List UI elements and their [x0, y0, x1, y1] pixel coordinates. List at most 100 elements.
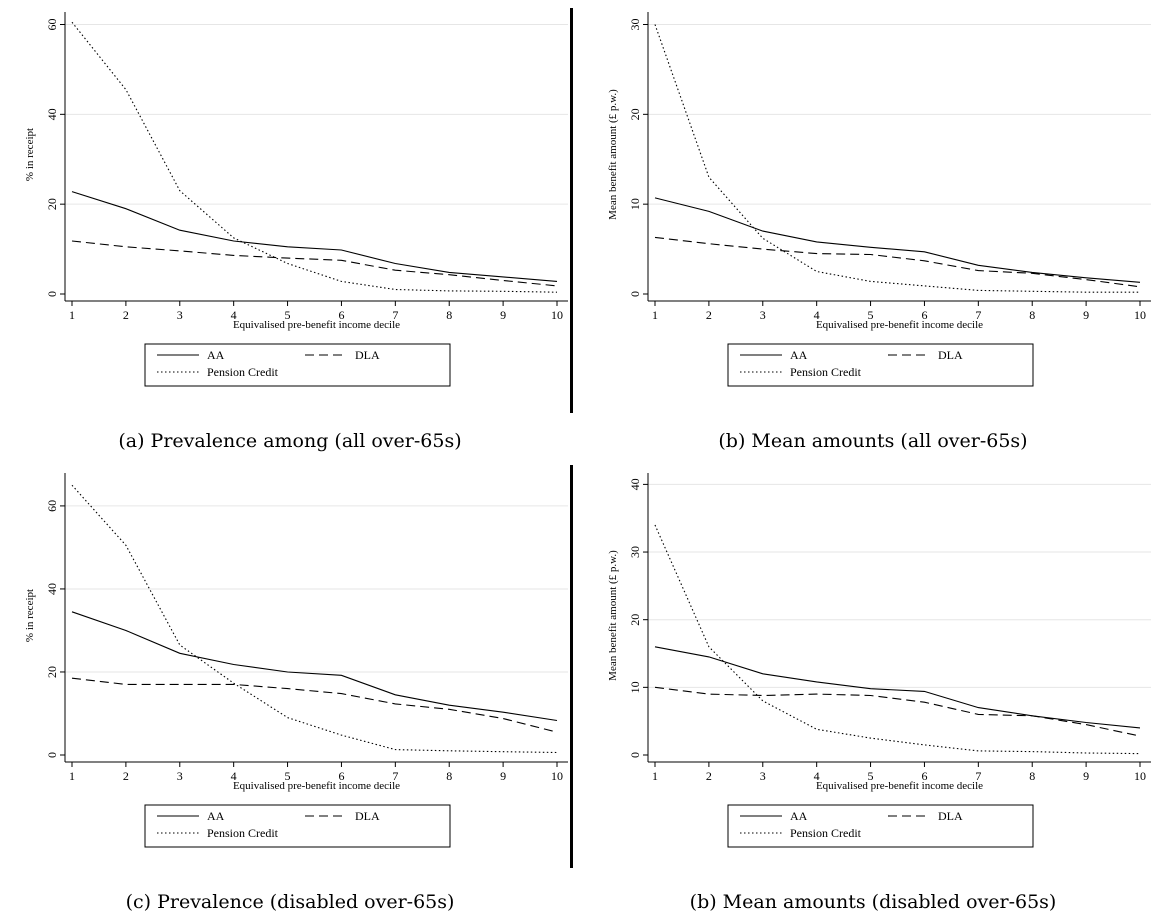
x-tick-label: 4 — [814, 308, 820, 322]
legend-label: Pension Credit — [207, 365, 279, 379]
chart-panel-a: 0 20 40 60 % in receipt 1 2 3 4 5 6 7 8 9 10 Equivalise… — [0, 0, 580, 461]
x-tick-label: 5 — [868, 308, 874, 322]
y-tick-label: 30 — [628, 546, 642, 558]
legend-label: Pension Credit — [790, 365, 862, 379]
x-tick-label: 9 — [500, 308, 506, 322]
chart-d-plot: 0 10 20 30 40 Mean benefit amount (£ p.w.) 1 2 3… — [607, 473, 1151, 848]
x-axis-label: Equivalised pre-benefit income decile — [816, 319, 983, 331]
x-tick-label: 10 — [1134, 308, 1146, 322]
y-tick-label: 10 — [628, 198, 642, 210]
legend-label: DLA — [938, 809, 963, 823]
x-tick-label: 7 — [975, 769, 981, 783]
x-tick-label: 1 — [652, 769, 658, 783]
caption-b: (b) Mean amounts (all over-65s) — [718, 430, 1028, 452]
x-tick-label: 2 — [706, 308, 712, 322]
x-tick-label: 8 — [1029, 308, 1035, 322]
y-tick-label: 0 — [45, 752, 59, 758]
x-tick-label: 5 — [868, 769, 874, 783]
caption-c: (c) Prevalence (disabled over-65s) — [125, 891, 455, 913]
chart-panel-b: 0 10 20 30 Mean benefit amount (£ p.w.) 1 2 3 4 5… — [583, 0, 1163, 461]
y-tick-label: 0 — [45, 291, 59, 297]
series-line-aa — [71, 191, 558, 282]
y-tick-label: 60 — [45, 500, 59, 512]
x-tick-label: 9 — [1083, 769, 1089, 783]
y-tick-label: 20 — [628, 614, 642, 626]
x-tick-label: 1 — [652, 308, 658, 322]
panel-divider-top — [570, 8, 573, 413]
x-tick-label: 7 — [392, 308, 398, 322]
series-line-dla — [654, 686, 1141, 737]
x-tick-label: 3 — [177, 769, 183, 783]
legend-label: Pension Credit — [790, 826, 862, 840]
series-line-aa — [654, 646, 1141, 729]
y-axis-label: % in receipt — [24, 589, 36, 642]
x-tick-label: 9 — [500, 769, 506, 783]
y-tick-label: 40 — [45, 108, 59, 120]
x-axis-label: Equivalised pre-benefit income decile — [233, 780, 400, 792]
y-tick-label: 10 — [628, 681, 642, 693]
panel-divider-bottom — [570, 465, 573, 868]
x-tick-label: 5 — [285, 769, 291, 783]
y-tick-label: 0 — [628, 291, 642, 297]
x-tick-label: 8 — [446, 769, 452, 783]
legend-label: AA — [790, 348, 808, 362]
x-tick-label: 10 — [551, 308, 563, 322]
x-tick-label: 4 — [231, 308, 237, 322]
series-line-dla — [654, 236, 1141, 288]
chart-panel-d: 0 10 20 30 40 Mean benefit amount (£ p.w.) 1 2 3… — [583, 461, 1163, 922]
chart-c-plot: 0 20 40 60 % in receipt 1 2 3 4 5 6 7 8 9 10 Equivalise… — [24, 473, 568, 848]
legend-label: DLA — [938, 348, 963, 362]
x-tick-label: 4 — [814, 769, 820, 783]
chart-panel-c: 0 20 40 60 % in receipt 1 2 3 4 5 6 7 8 9 10 Equivalise… — [0, 461, 580, 922]
y-axis-label: Mean benefit amount (£ p.w.) — [607, 89, 619, 220]
x-tick-label: 1 — [69, 769, 75, 783]
chart-b-plot: 0 10 20 30 Mean benefit amount (£ p.w.) 1 2 3 4 5… — [607, 12, 1151, 387]
x-tick-label: 8 — [1029, 769, 1035, 783]
series-line-pension-credit — [654, 524, 1141, 755]
caption-a: (a) Prevalence among (all over-65s) — [118, 430, 462, 452]
y-tick-label: 20 — [45, 198, 59, 210]
legend-label: DLA — [355, 809, 380, 823]
series-line-dla — [71, 677, 558, 733]
x-tick-label: 6 — [921, 308, 927, 322]
x-tick-label: 6 — [338, 769, 344, 783]
x-tick-label: 7 — [392, 769, 398, 783]
y-tick-label: 20 — [45, 666, 59, 678]
x-tick-label: 10 — [551, 769, 563, 783]
x-tick-label: 2 — [123, 308, 129, 322]
x-tick-label: 6 — [338, 308, 344, 322]
chart-a-plot: 0 20 40 60 % in receipt 1 2 3 4 5 6 7 8 9 10 Equivalise… — [24, 12, 568, 387]
y-axis-label: Mean benefit amount (£ p.w.) — [607, 550, 619, 681]
legend-label: Pension Credit — [207, 826, 279, 840]
x-tick-label: 8 — [446, 308, 452, 322]
series-line-pension-credit — [71, 484, 558, 754]
legend-box — [727, 804, 1034, 848]
legend-label: AA — [207, 348, 225, 362]
legend-label: AA — [207, 809, 225, 823]
x-tick-label: 5 — [285, 308, 291, 322]
x-tick-label: 3 — [760, 308, 766, 322]
x-tick-label: 1 — [69, 308, 75, 322]
legend-box — [727, 343, 1034, 387]
y-tick-label: 0 — [628, 752, 642, 758]
x-tick-label: 3 — [177, 308, 183, 322]
legend-label: AA — [790, 809, 808, 823]
x-tick-label: 4 — [231, 769, 237, 783]
x-axis-label: Equivalised pre-benefit income decile — [816, 780, 983, 792]
series-line-aa — [71, 611, 558, 722]
x-tick-label: 2 — [706, 769, 712, 783]
x-tick-label: 9 — [1083, 308, 1089, 322]
series-line-aa — [654, 197, 1141, 283]
series-line-pension-credit — [71, 21, 558, 293]
x-tick-label: 6 — [921, 769, 927, 783]
x-tick-label: 3 — [760, 769, 766, 783]
y-axis-label: % in receipt — [24, 128, 36, 181]
y-tick-label: 40 — [628, 478, 642, 490]
y-tick-label: 40 — [45, 583, 59, 595]
legend-box — [144, 804, 451, 848]
series-line-dla — [71, 240, 558, 287]
y-tick-label: 30 — [628, 18, 642, 30]
x-tick-label: 10 — [1134, 769, 1146, 783]
series-line-pension-credit — [654, 24, 1140, 293]
x-axis-label: Equivalised pre-benefit income decile — [233, 319, 400, 331]
